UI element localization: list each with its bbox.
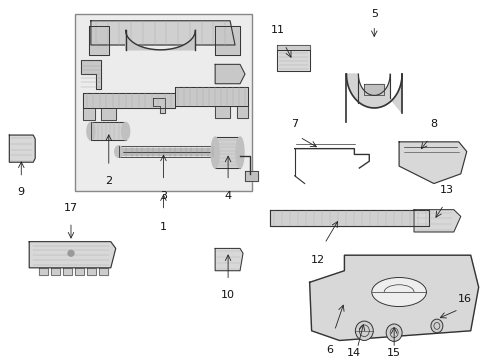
Bar: [75, 14, 251, 191]
Polygon shape: [215, 106, 230, 118]
Text: 5: 5: [370, 9, 377, 19]
Ellipse shape: [122, 122, 129, 140]
Polygon shape: [125, 31, 195, 50]
Polygon shape: [91, 122, 125, 140]
Ellipse shape: [115, 146, 122, 157]
Text: 14: 14: [346, 348, 361, 358]
Text: 1: 1: [160, 222, 166, 232]
Text: 9: 9: [18, 188, 25, 197]
Polygon shape: [99, 268, 107, 275]
Polygon shape: [75, 268, 84, 275]
Ellipse shape: [371, 278, 426, 307]
Text: 15: 15: [386, 348, 400, 358]
Polygon shape: [364, 84, 384, 95]
Text: 11: 11: [270, 25, 284, 35]
Polygon shape: [244, 171, 257, 181]
Text: 6: 6: [325, 345, 332, 355]
Polygon shape: [9, 135, 35, 162]
Polygon shape: [83, 94, 175, 108]
Ellipse shape: [236, 137, 244, 168]
Ellipse shape: [211, 137, 219, 168]
Polygon shape: [152, 98, 165, 113]
Ellipse shape: [355, 321, 372, 341]
Polygon shape: [413, 210, 460, 232]
Text: 8: 8: [429, 119, 437, 129]
Polygon shape: [87, 268, 96, 275]
Polygon shape: [309, 255, 478, 341]
Polygon shape: [101, 108, 116, 120]
Text: 2: 2: [105, 176, 112, 186]
Text: 16: 16: [457, 294, 471, 303]
Polygon shape: [51, 268, 60, 275]
Polygon shape: [29, 242, 116, 268]
Ellipse shape: [430, 319, 442, 333]
Polygon shape: [83, 108, 95, 120]
Polygon shape: [346, 74, 401, 113]
Polygon shape: [276, 50, 309, 71]
Polygon shape: [276, 45, 309, 50]
Polygon shape: [215, 248, 243, 271]
Polygon shape: [398, 142, 466, 184]
Text: 17: 17: [64, 203, 78, 213]
Text: 7: 7: [290, 119, 298, 129]
Circle shape: [68, 250, 74, 256]
Polygon shape: [63, 268, 72, 275]
Text: 10: 10: [221, 290, 235, 300]
Polygon shape: [215, 137, 240, 168]
Polygon shape: [89, 26, 108, 55]
Polygon shape: [215, 64, 244, 84]
Text: 4: 4: [224, 191, 231, 201]
Polygon shape: [91, 21, 235, 45]
Text: 12: 12: [310, 255, 324, 265]
Text: 13: 13: [439, 185, 453, 195]
Polygon shape: [39, 268, 48, 275]
Polygon shape: [215, 26, 240, 55]
Ellipse shape: [87, 122, 95, 140]
Text: 3: 3: [160, 191, 166, 201]
Polygon shape: [237, 106, 247, 118]
Polygon shape: [81, 59, 101, 89]
Ellipse shape: [386, 324, 401, 341]
Polygon shape: [175, 87, 247, 106]
Polygon shape: [269, 210, 428, 226]
